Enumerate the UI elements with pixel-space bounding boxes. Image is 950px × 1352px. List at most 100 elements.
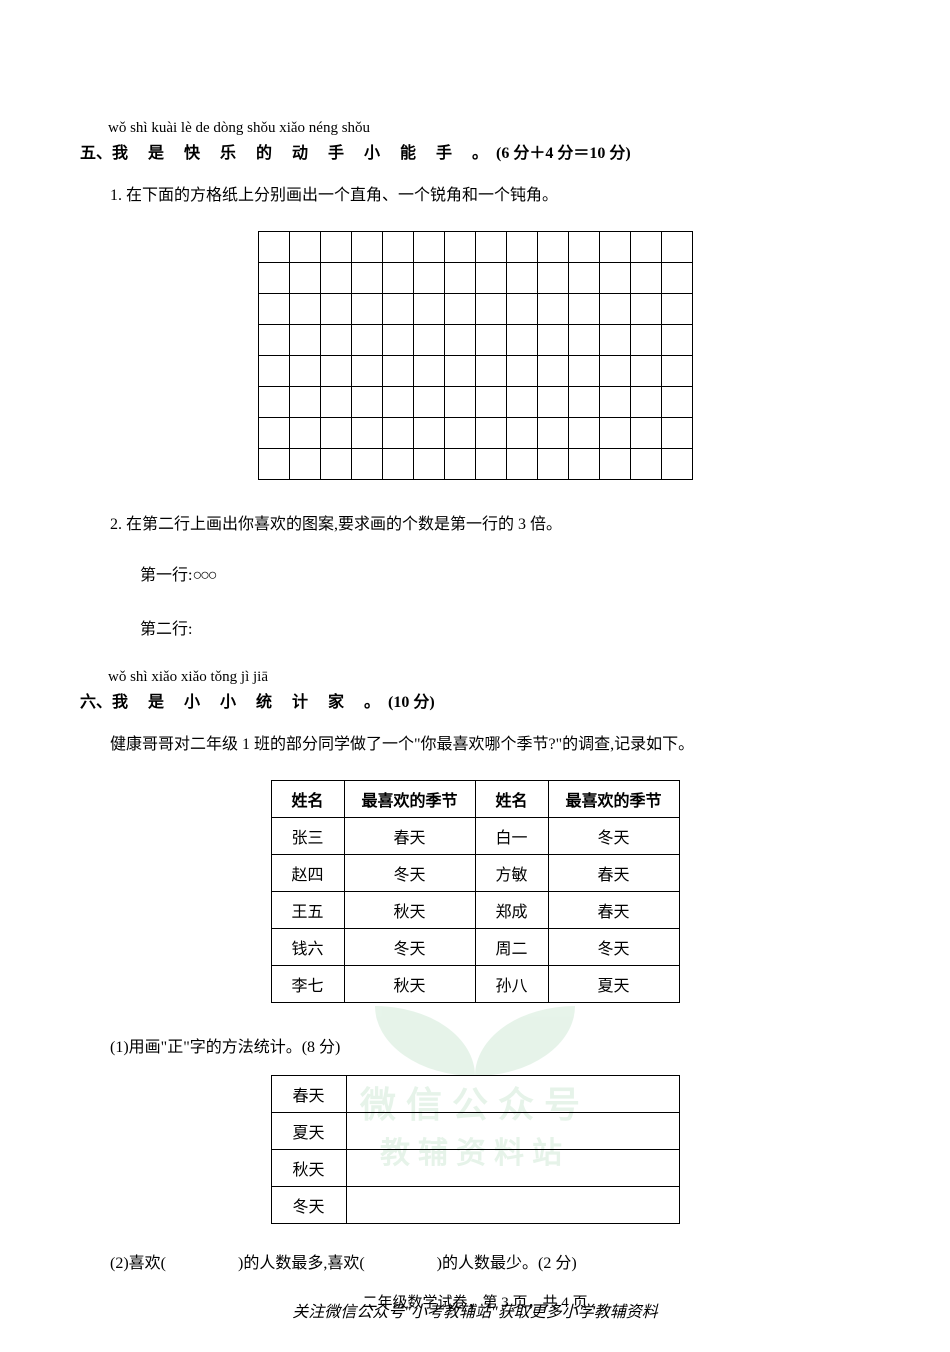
grid-cell <box>289 232 320 263</box>
grid-cell <box>475 294 506 325</box>
grid-cell <box>320 387 351 418</box>
tally-label: 秋天 <box>271 1150 346 1187</box>
survey-cell: 孙八 <box>475 966 548 1003</box>
grid-cell <box>630 387 661 418</box>
section6-score: (10 分) <box>388 694 435 711</box>
grid-cell <box>444 418 475 449</box>
grid-cell <box>599 387 630 418</box>
survey-cell: 张三 <box>271 818 344 855</box>
grid-cell <box>351 325 382 356</box>
grid-cell <box>289 356 320 387</box>
survey-cell: 春天 <box>344 818 475 855</box>
tally-space <box>346 1150 679 1187</box>
grid-cell <box>630 232 661 263</box>
tally-space <box>346 1113 679 1150</box>
grid-cell <box>351 356 382 387</box>
grid-cell <box>289 387 320 418</box>
grid-cell <box>475 449 506 480</box>
grid-cell <box>537 294 568 325</box>
survey-cell: 秋天 <box>344 892 475 929</box>
section6-title-text: 我 是 小 小 统 计 家 。 <box>112 694 388 711</box>
grid-cell <box>599 263 630 294</box>
tally-label: 冬天 <box>271 1187 346 1224</box>
grid-cell <box>475 356 506 387</box>
grid-cell <box>351 449 382 480</box>
grid-cell <box>382 418 413 449</box>
grid-cell <box>382 294 413 325</box>
grid-cell <box>444 325 475 356</box>
survey-header: 姓名 <box>271 781 344 818</box>
sub2-post: )的人数最少。(2 分) <box>437 1255 577 1272</box>
grid-cell <box>506 294 537 325</box>
survey-table: 姓名最喜欢的季节姓名最喜欢的季节张三春天白一冬天赵四冬天方敏春天王五秋天郑成春天… <box>271 780 680 1003</box>
grid-cell <box>475 232 506 263</box>
section5-line1: 第一行:○○○ <box>140 561 870 585</box>
survey-cell: 郑成 <box>475 892 548 929</box>
grid-cell <box>320 294 351 325</box>
tally-space <box>346 1187 679 1224</box>
grid-cell <box>475 387 506 418</box>
grid-cell <box>413 263 444 294</box>
grid-cell <box>506 387 537 418</box>
grid-cell <box>537 356 568 387</box>
grid-cell <box>599 449 630 480</box>
grid-cell <box>506 232 537 263</box>
grid-cell <box>444 387 475 418</box>
section5-number: 五、 <box>80 145 112 162</box>
grid-cell <box>382 232 413 263</box>
grid-cell <box>661 356 692 387</box>
grid-cell <box>258 294 289 325</box>
answer-grid <box>258 231 693 480</box>
grid-cell <box>630 449 661 480</box>
grid-cell <box>413 356 444 387</box>
grid-cell <box>568 387 599 418</box>
section5-q2: 2. 在第二行上画出你喜欢的图案,要求画的个数是第一行的 3 倍。 <box>110 510 870 540</box>
grid-cell <box>506 449 537 480</box>
section6-pinyin: wǒ shì xiǎo xiǎo tǒng jì jiā <box>108 669 870 686</box>
grid-cell <box>413 325 444 356</box>
grid-cell <box>568 325 599 356</box>
grid-cell <box>320 356 351 387</box>
grid-cell <box>506 325 537 356</box>
survey-cell: 王五 <box>271 892 344 929</box>
section5-q1: 1. 在下面的方格纸上分别画出一个直角、一个锐角和一个钝角。 <box>110 181 870 211</box>
grid-cell <box>537 387 568 418</box>
grid-cell <box>661 325 692 356</box>
section5-title: 五、我 是 快 乐 的 动 手 小 能 手 。(6 分＋4 分＝10 分) <box>80 139 870 163</box>
grid-cell <box>475 263 506 294</box>
grid-cell <box>351 232 382 263</box>
grid-cell <box>661 263 692 294</box>
grid-cell <box>475 325 506 356</box>
grid-cell <box>258 263 289 294</box>
grid-cell <box>351 263 382 294</box>
grid-cell <box>382 325 413 356</box>
grid-cell <box>382 387 413 418</box>
line1-label: 第一行: <box>140 567 192 584</box>
grid-cell <box>351 387 382 418</box>
grid-cell <box>568 263 599 294</box>
grid-cell <box>413 449 444 480</box>
grid-cell <box>599 418 630 449</box>
tally-space <box>346 1076 679 1113</box>
grid-cell <box>661 232 692 263</box>
grid-cell <box>382 449 413 480</box>
survey-cell: 钱六 <box>271 929 344 966</box>
survey-cell: 冬天 <box>548 929 679 966</box>
grid-cell <box>537 418 568 449</box>
grid-cell <box>661 449 692 480</box>
grid-cell <box>413 418 444 449</box>
section6-sub2: (2)喜欢()的人数最多,喜欢()的人数最少。(2 分) <box>110 1249 870 1273</box>
grid-cell <box>320 418 351 449</box>
grid-cell <box>537 325 568 356</box>
survey-cell: 方敏 <box>475 855 548 892</box>
section6-sub1: (1)用画"正"字的方法统计。(8 分) <box>110 1033 870 1057</box>
grid-cell <box>444 263 475 294</box>
grid-cell <box>289 325 320 356</box>
grid-cell <box>630 263 661 294</box>
grid-cell <box>289 418 320 449</box>
grid-cell <box>599 294 630 325</box>
grid-cell <box>258 418 289 449</box>
survey-cell: 夏天 <box>548 966 679 1003</box>
grid-cell <box>630 294 661 325</box>
sub2-pre: (2)喜欢( <box>110 1255 166 1272</box>
